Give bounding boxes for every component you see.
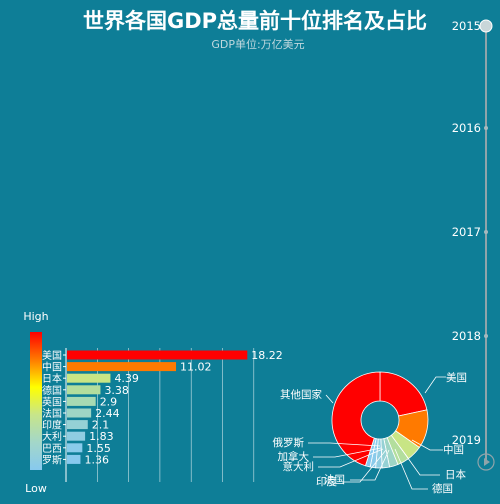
value-label-2: 4.39 xyxy=(114,372,139,385)
pie-label-4: 法国 xyxy=(324,473,345,486)
visualmap-low-label: Low xyxy=(25,482,47,495)
value-label-5: 2.44 xyxy=(95,407,120,420)
category-label-2: 日本 xyxy=(42,372,62,385)
timeline-dot[interactable] xyxy=(484,334,488,338)
pie-label-3: 德国 xyxy=(432,482,453,495)
pie-label-1: 中国 xyxy=(443,443,464,456)
pie-leader-7 xyxy=(313,447,382,458)
timeline-year-2018[interactable]: 2018 xyxy=(452,329,481,343)
timeline-year-2017[interactable]: 2017 xyxy=(452,225,481,239)
bar-5 xyxy=(67,408,92,418)
donut xyxy=(331,371,429,469)
category-label-0: 美国 xyxy=(42,349,62,362)
bar-6 xyxy=(67,420,88,430)
timeline-year-2016[interactable]: 2016 xyxy=(452,121,481,135)
timeline-year-2015[interactable]: 2015 xyxy=(452,19,481,33)
visualmap-high-label: High xyxy=(23,310,48,323)
value-label-6: 2.1 xyxy=(92,419,110,432)
pie-leader-5 xyxy=(342,449,387,483)
pie-label-8: 俄罗斯 xyxy=(273,436,305,449)
timeline-year-2019[interactable]: 2019 xyxy=(452,433,481,447)
bar-9 xyxy=(67,454,81,464)
pie-leader-2 xyxy=(399,446,440,476)
pie-leader-4 xyxy=(350,449,390,481)
category-label-3: 德国 xyxy=(42,384,62,397)
pie-label-5: 印度 xyxy=(316,475,337,488)
bar-8 xyxy=(67,443,83,453)
chart-subtitle: GDP单位:万亿美元 xyxy=(211,37,304,51)
pie-slice-0 xyxy=(379,371,428,417)
value-label-3: 3.38 xyxy=(104,384,129,397)
category-label-4: 英国 xyxy=(42,395,62,408)
value-label-1: 11.02 xyxy=(180,361,212,374)
value-label-9: 1.36 xyxy=(84,453,109,466)
pie-leader-9 xyxy=(325,394,334,404)
pie-leader-1 xyxy=(411,439,443,451)
bar-0 xyxy=(67,350,248,360)
pie-label-6: 意大利 xyxy=(283,460,315,473)
timeline-dot[interactable] xyxy=(484,230,488,234)
value-label-0: 18.22 xyxy=(251,349,283,362)
value-label-7: 1.83 xyxy=(89,430,114,443)
pie-label-7: 加拿大 xyxy=(278,450,310,463)
category-label-5: 法国 xyxy=(42,407,62,420)
timeline-current-marker[interactable] xyxy=(479,19,493,33)
pie-label-2: 日本 xyxy=(445,468,466,481)
pie-leader-3 xyxy=(394,448,428,490)
chart-title: 世界各国GDP总量前十位排名及占比 xyxy=(83,9,427,33)
bar-1 xyxy=(67,362,177,372)
play-button[interactable] xyxy=(477,453,495,471)
pie-label-9: 其他国家 xyxy=(280,388,322,401)
value-label-4: 2.9 xyxy=(100,395,118,408)
pie-leader-8 xyxy=(308,442,381,447)
pie-leader-0 xyxy=(424,376,446,394)
timeline-dot[interactable] xyxy=(484,126,488,130)
pie-leader-6 xyxy=(318,448,384,468)
visualmap-bar[interactable] xyxy=(30,332,42,470)
value-label-8: 1.55 xyxy=(86,442,111,455)
bar-4 xyxy=(67,396,96,406)
pie-label-0: 美国 xyxy=(446,371,467,384)
category-label-8: 巴西 xyxy=(42,443,62,455)
bar-7 xyxy=(67,431,86,441)
category-label-1: 中国 xyxy=(42,361,62,374)
bar-3 xyxy=(67,385,101,395)
category-label-6: 印度 xyxy=(42,419,62,432)
play-icon xyxy=(484,458,490,466)
pie-slice-9 xyxy=(331,371,381,467)
bar-2 xyxy=(67,373,111,383)
